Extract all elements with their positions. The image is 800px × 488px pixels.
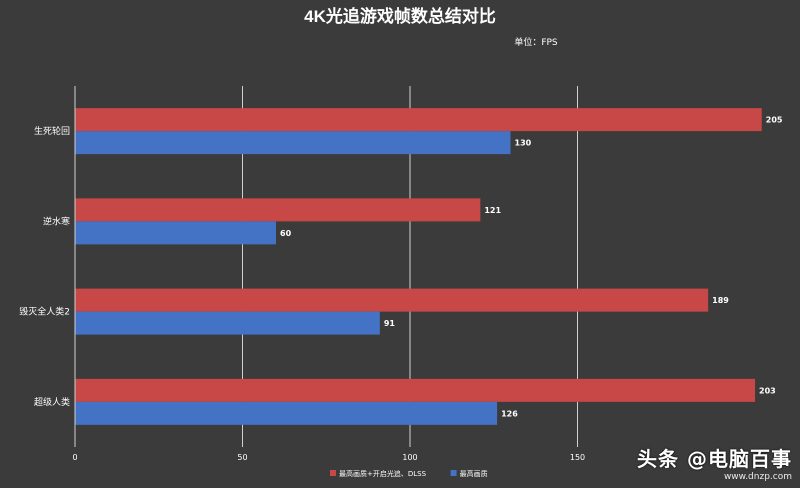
bar-value-label: 126 (501, 409, 518, 418)
bar-rt-dlss (75, 108, 762, 132)
y-category-label: 超级人类 (34, 396, 70, 408)
legend: 最高画质+开启光追、DLSS 最高画质 (330, 469, 488, 478)
x-tick-label: 100 (402, 453, 417, 462)
legend-swatch (330, 470, 336, 476)
bar-value-label: 121 (484, 206, 501, 215)
bar-max-quality (75, 221, 276, 245)
chart-subtitle: 单位：FPS (514, 36, 558, 48)
bar-rt-dlss (75, 198, 481, 222)
bar-max-quality (75, 131, 511, 155)
chart-title: 4K光追游戏帧数总结对比 (304, 6, 496, 26)
y-category-label: 毁灭全人类2 (19, 306, 70, 318)
bar-max-quality (75, 401, 498, 425)
x-tick-label: 50 (237, 453, 247, 462)
plot-area: 0 50 100 150 生死轮回 205 130 逆水寒 121 60 毁灭全人类2 189 91 超级… (19, 86, 783, 462)
legend-label: 最高画质+开启光追、DLSS (339, 469, 427, 478)
legend-swatch (450, 470, 457, 476)
watermark: 头条 @电脑百事 www.dnzp.com (637, 443, 792, 482)
watermark-brand: 头条 @电脑百事 (637, 447, 792, 471)
bar-value-label: 203 (759, 386, 776, 395)
bar-value-label: 189 (712, 296, 729, 305)
bar-rt-dlss (75, 378, 756, 402)
y-category-label: 逆水寒 (43, 215, 70, 227)
bar-rt-dlss (75, 288, 709, 312)
y-category-label: 生死轮回 (34, 125, 70, 137)
x-tick-label: 150 (570, 453, 585, 462)
bar-max-quality (75, 311, 380, 335)
bar-value-label: 130 (515, 139, 532, 148)
watermark-site: www.dnzp.com (723, 472, 792, 482)
bar-value-label: 60 (280, 229, 292, 238)
bar-value-label: 205 (766, 116, 783, 125)
legend-label: 最高画质 (460, 469, 488, 478)
x-tick-label: 0 (72, 453, 77, 462)
bar-value-label: 91 (384, 319, 396, 328)
